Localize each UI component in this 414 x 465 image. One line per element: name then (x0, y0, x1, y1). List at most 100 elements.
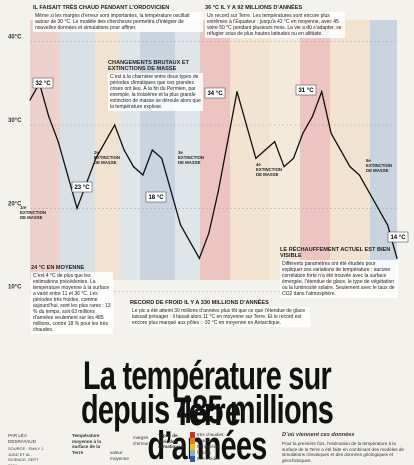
point (142, 174, 144, 176)
type-list: très chaudes chaudes tempérées froides très … (190, 432, 230, 462)
data-title: D’où viennent ces données (282, 432, 355, 438)
type-item: tempérées (190, 444, 230, 450)
annotation: IL FAISAIT TRÈS CHAUD PENDANT L’ORDOVICI… (33, 5, 203, 32)
annotation: 36 °C IL Y A 92 MILLIONS D’ANNÉES Un reco… (205, 5, 345, 38)
extinction-label: 2e EXTINCTION DE MASSE (94, 150, 121, 165)
annotation-text: C’est à la charnière entre deux types de… (108, 73, 203, 111)
author: PAR LÉA DESRAYAUD (8, 433, 36, 444)
annotation-text: C’est 4 °C de plus que les estimations p… (31, 272, 113, 334)
point (274, 141, 276, 143)
badge-box (387, 231, 409, 243)
point (339, 149, 342, 151)
badge-box (71, 181, 93, 193)
point (132, 166, 135, 168)
point (292, 157, 295, 159)
chart-title: La température sur Terre (83, 354, 332, 434)
point (349, 166, 351, 168)
badge-box (32, 77, 54, 89)
annotation-text: Différents paramètres ont été étudiés po… (280, 260, 398, 298)
period-strip (140, 20, 175, 280)
annotation-text: Le pic a été atteint 30 millions d’année… (130, 307, 310, 327)
annotation-title: 24 °C EN MOYENNE (31, 265, 85, 271)
point (236, 91, 238, 93)
series-line (29, 81, 398, 260)
y-tick-label: 40°C (8, 35, 22, 41)
point (76, 207, 78, 209)
period-strip (230, 20, 270, 280)
point (161, 157, 163, 159)
legend-types: Types de périodes climatiques (158, 433, 184, 449)
point (217, 191, 219, 193)
badge-label: 14 °C (390, 235, 406, 241)
badge-label: 32 °C (35, 81, 51, 87)
point (29, 99, 31, 101)
point (227, 141, 229, 143)
badge-box (295, 84, 317, 96)
annotation: LE RÉCHAUFFEMENT ACTUEL EST BIEN VISIBLE… (280, 247, 398, 298)
point (114, 124, 116, 126)
point (189, 241, 191, 243)
annotation-title: 36 °C IL Y A 92 MILLIONS D’ANNÉES (205, 5, 303, 11)
type-item: très chaudes (190, 432, 230, 438)
annotation: CHANGEMENTS BRUTAUX ET EXTINCTIONS DE MA… (108, 60, 203, 111)
extinction-label: 3e EXTINCTION DE MASSE (178, 150, 205, 165)
point (302, 132, 304, 134)
point (255, 157, 257, 159)
legend-title: Température moyenne à la surface de la T… (72, 433, 102, 455)
badge-label: 23 °C (74, 185, 90, 191)
point (321, 91, 323, 93)
point (386, 224, 389, 226)
badge-label: 31 °C (298, 88, 314, 94)
point (104, 141, 106, 143)
annotation-title: RECORD DE FROID IL Y A 330 MILLIONS D’AN… (130, 300, 269, 306)
period-strip (60, 20, 95, 280)
badge-box (145, 191, 167, 203)
point (368, 191, 370, 193)
point (57, 141, 59, 143)
point (377, 207, 379, 209)
period-strip (270, 20, 300, 280)
type-item: très froides (190, 456, 230, 462)
badge-label: 18 °C (148, 195, 164, 201)
point (179, 224, 182, 226)
source: SOURCE : EMILY J. JUDD ET AL. SCIENCE, S… (8, 446, 45, 465)
badge-label: 34 °C (207, 91, 223, 97)
period-strip (30, 20, 60, 280)
type-item: froides (190, 450, 230, 456)
temp-badge: 34 °C (204, 87, 226, 99)
period-strip (300, 20, 330, 280)
annotation-text: Un record sur Terre. Les températures so… (205, 12, 345, 38)
point (358, 174, 360, 176)
point (123, 149, 125, 151)
annotation-title: LE RÉCHAUFFEMENT ACTUEL EST BIEN VISIBLE (280, 247, 391, 259)
temp-badge: 23 °C (71, 181, 93, 193)
legend-mean: valeur moyenne (110, 450, 129, 461)
point (48, 116, 50, 118)
point (245, 124, 248, 126)
type-item: chaudes (190, 438, 230, 444)
point (170, 191, 172, 193)
temp-badge: 32 °C (32, 77, 54, 89)
point (67, 174, 69, 176)
y-tick-label: 20°C (8, 201, 22, 207)
point (151, 149, 153, 151)
badge-box (204, 87, 226, 99)
chart: 10°C 20°C 30°C 40°C 32 °C 23 °C 18 °C 34 °C 31 °… (8, 20, 409, 292)
chart-subtitle: depuis 485 millions d’années (80, 388, 334, 465)
period-strip (330, 20, 370, 280)
point (330, 132, 332, 134)
extinction-label: 1re EXTINCTION DE MASSE (20, 205, 47, 220)
point (396, 257, 398, 259)
point (95, 157, 97, 159)
y-tick-label: 30°C (8, 118, 22, 124)
extinction-label: 5e EXTINCTION DE MASSE (366, 158, 393, 173)
annotation-text: Même si les marges d’erreur sont importa… (33, 12, 203, 32)
y-tick-label: 10°C (8, 285, 22, 291)
temp-badge: 14 °C (387, 231, 409, 243)
point (283, 166, 285, 168)
annotation: 24 °C EN MOYENNE C’est 4 °C de plus que l… (31, 265, 113, 334)
period-strip (200, 20, 230, 280)
legend-error: marges d’erreur (133, 435, 149, 446)
extinction-label: 4e EXTINCTION DE MASSE (256, 162, 283, 177)
temp-badge: 31 °C (295, 84, 317, 96)
